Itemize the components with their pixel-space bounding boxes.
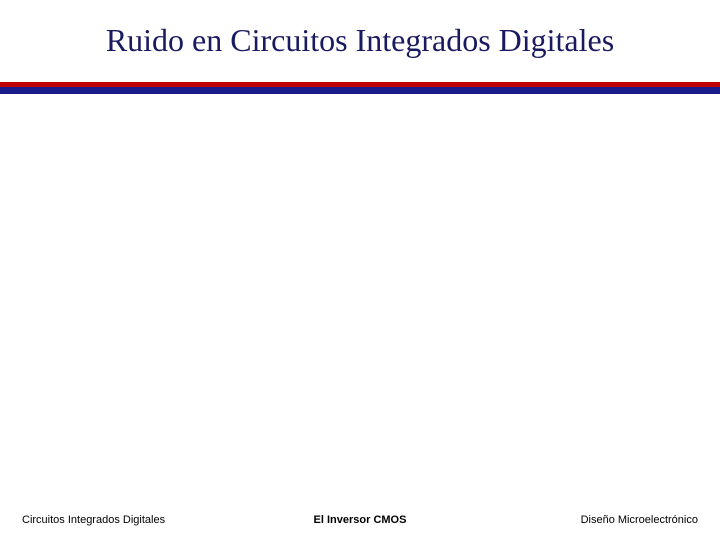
divider-bar-blue	[0, 87, 720, 94]
footer-center: El Inversor CMOS	[247, 514, 472, 526]
slide-title: Ruido en Circuitos Integrados Digitales	[0, 22, 720, 59]
slide-container: Ruido en Circuitos Integrados Digitales …	[0, 0, 720, 540]
footer-right: Diseño Microelectrónico	[473, 514, 698, 526]
slide-footer: Circuitos Integrados Digitales El Invers…	[0, 514, 720, 526]
title-divider	[0, 82, 720, 94]
footer-left: Circuitos Integrados Digitales	[22, 514, 247, 526]
